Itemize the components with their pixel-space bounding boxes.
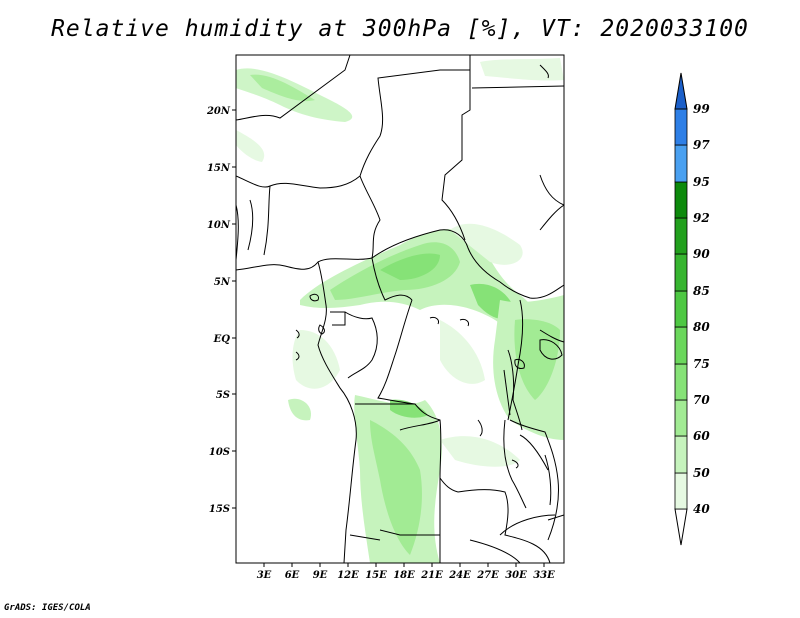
colorbar-label: 85 <box>693 284 710 298</box>
lon-label: 21E <box>420 570 443 581</box>
lon-label: 30E <box>505 570 527 581</box>
latitude-ticks <box>232 109 236 509</box>
colorbar-segment <box>674 399 688 437</box>
lon-label: 15E <box>365 570 387 581</box>
lon-label: 9E <box>313 570 328 581</box>
colorbar-label: 50 <box>693 466 710 480</box>
colorbar-label: 75 <box>693 357 710 371</box>
colorbar-segment <box>674 472 688 510</box>
lon-label: 12E <box>337 570 359 581</box>
colorbar-label: 70 <box>693 393 710 407</box>
colorbar-top-arrow <box>674 72 688 110</box>
lon-label: 6E <box>285 570 300 581</box>
lat-label: 5S <box>216 390 230 401</box>
colorbar-label: 40 <box>693 502 710 516</box>
lat-label: EQ <box>213 334 231 345</box>
colorbar-segment <box>674 144 688 183</box>
lat-label: 10S <box>209 447 230 458</box>
lon-label: 18E <box>393 570 415 581</box>
lon-label: 3E <box>257 570 272 581</box>
colorbar-segment <box>674 326 688 365</box>
colorbar-bottom-arrow <box>674 508 688 546</box>
lat-label: 10N <box>207 220 231 231</box>
lon-label: 27E <box>476 570 499 581</box>
lat-label: 20N <box>206 106 231 117</box>
lat-label: 15N <box>207 163 231 174</box>
colorbar-label: 60 <box>693 429 710 443</box>
colorbar-labels: 40 50 60 70 75 80 85 90 92 95 97 99 <box>693 102 710 516</box>
lat-label: 5N <box>214 277 231 288</box>
colorbar-label: 90 <box>693 247 710 261</box>
lakes-and-islands <box>295 64 563 506</box>
lon-label: 24E <box>448 570 471 581</box>
humidity-shading <box>236 58 564 563</box>
longitude-labels: 3E 6E 9E 12E 15E 18E 21E 24E 27E 30E 33E <box>257 570 555 581</box>
colorbar-segment <box>674 290 688 328</box>
colorbar-label: 97 <box>693 138 710 152</box>
longitude-ticks <box>263 563 545 567</box>
latitude-labels: 20N 15N 10N 5N EQ 5S 10S 15S <box>206 106 231 515</box>
country-borders <box>236 55 564 563</box>
colorbar-segment <box>674 181 688 219</box>
colorbar-label: 95 <box>693 175 710 189</box>
colorbar <box>674 72 688 546</box>
colorbar-label: 80 <box>693 320 710 334</box>
lat-label: 15S <box>209 504 230 515</box>
colorbar-segment <box>674 108 688 146</box>
colorbar-label: 92 <box>693 211 710 225</box>
colorbar-segment <box>674 217 688 255</box>
map-title: Relative humidity at 300hPa [%], VT: 202… <box>51 16 749 42</box>
colorbar-segment <box>674 363 688 401</box>
lon-label: 33E <box>533 570 555 581</box>
plot-frame <box>235 54 565 564</box>
grads-credit: GrADS: IGES/COLA <box>4 603 91 613</box>
colorbar-segment <box>674 253 688 292</box>
colorbar-segment <box>674 435 688 474</box>
colorbar-label: 99 <box>693 102 710 116</box>
